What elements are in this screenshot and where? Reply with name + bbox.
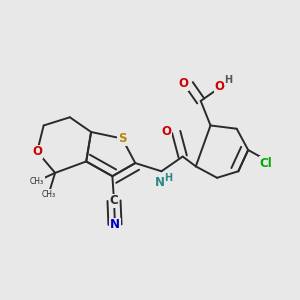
Text: Cl: Cl — [260, 157, 272, 169]
Text: N: N — [110, 218, 120, 231]
Text: O: O — [32, 145, 42, 158]
Text: H: H — [224, 75, 232, 85]
Text: N: N — [155, 176, 165, 189]
Text: O: O — [178, 77, 188, 90]
Text: H: H — [165, 173, 173, 184]
Text: O: O — [215, 80, 225, 93]
Text: O: O — [161, 125, 171, 138]
Text: CH₃: CH₃ — [30, 177, 44, 186]
Text: CH₃: CH₃ — [41, 190, 56, 199]
Text: C: C — [110, 194, 118, 207]
Text: S: S — [118, 132, 126, 145]
